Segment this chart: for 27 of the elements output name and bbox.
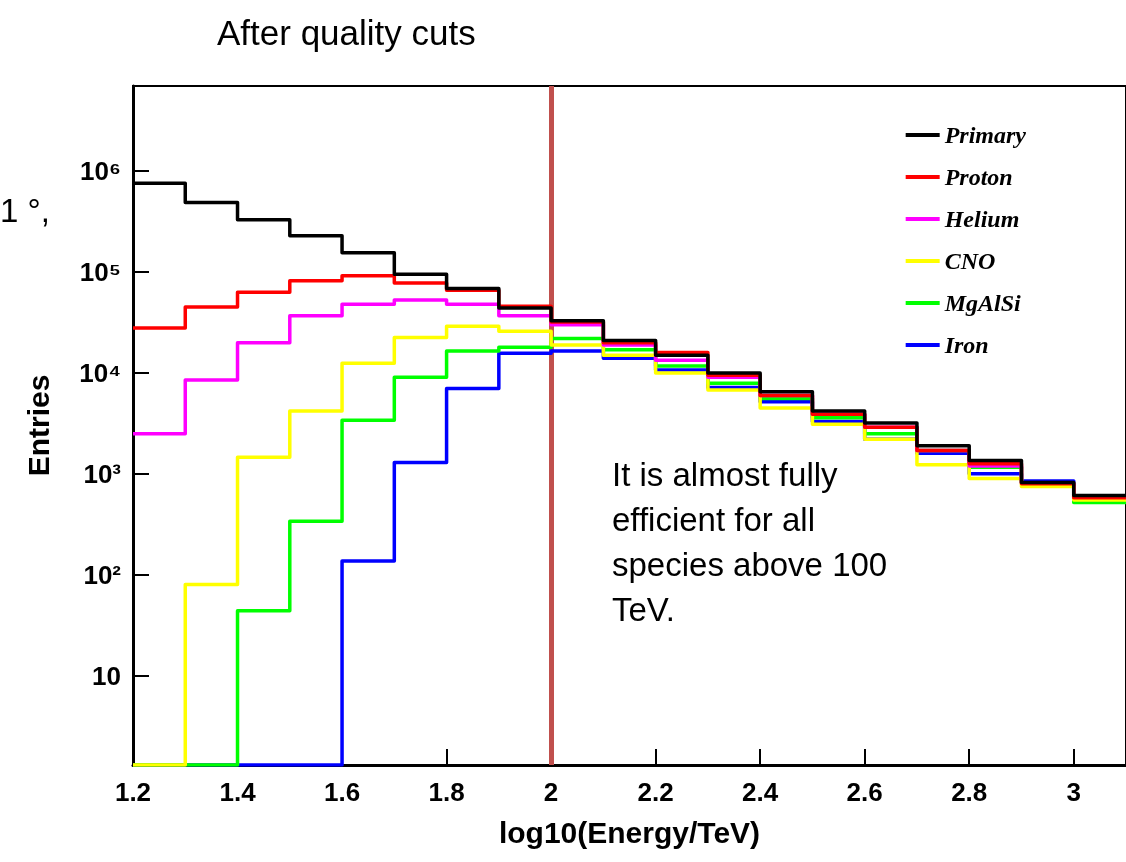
- chart-title: After quality cuts: [217, 13, 476, 52]
- y-tick-label: 10²: [83, 559, 122, 590]
- legend-label: MgAlSi: [943, 290, 1022, 316]
- x-tick-label: 2: [543, 777, 559, 807]
- x-tick-label: 1.4: [219, 777, 257, 807]
- legend-label: CNO: [944, 248, 996, 274]
- legend-label: Iron: [943, 332, 989, 358]
- annotation: It is almost fully efficient for all species above 100 TeV.: [612, 456, 897, 628]
- y-tick-label: 10³: [83, 458, 122, 489]
- x-tick-label: 2.8: [951, 777, 988, 807]
- x-tick-label: 2.4: [742, 777, 779, 807]
- x-tick-label: 2.6: [846, 777, 883, 807]
- x-tick-label: 3: [1066, 777, 1081, 807]
- y-tick-label: 10: [92, 660, 121, 691]
- x-axis-title: log10(Energy/TeV): [498, 815, 761, 849]
- x-tick-label: 1.8: [428, 777, 465, 807]
- x-tick-label: 2.2: [637, 777, 674, 807]
- text: 1 °,: [0, 192, 50, 229]
- y-tick-label: 10⁴: [79, 358, 121, 388]
- legend-label: Helium: [943, 206, 1020, 232]
- y-tick-label: 10⁵: [79, 257, 121, 288]
- x-tick-label: 1.6: [323, 777, 361, 807]
- legend-label: Proton: [943, 164, 1013, 190]
- y-axis-title: Entries: [21, 374, 55, 477]
- y-tick-label: 10⁶: [80, 156, 121, 187]
- legend-label: Primary: [943, 122, 1027, 148]
- x-tick-label: 1.2: [114, 777, 152, 807]
